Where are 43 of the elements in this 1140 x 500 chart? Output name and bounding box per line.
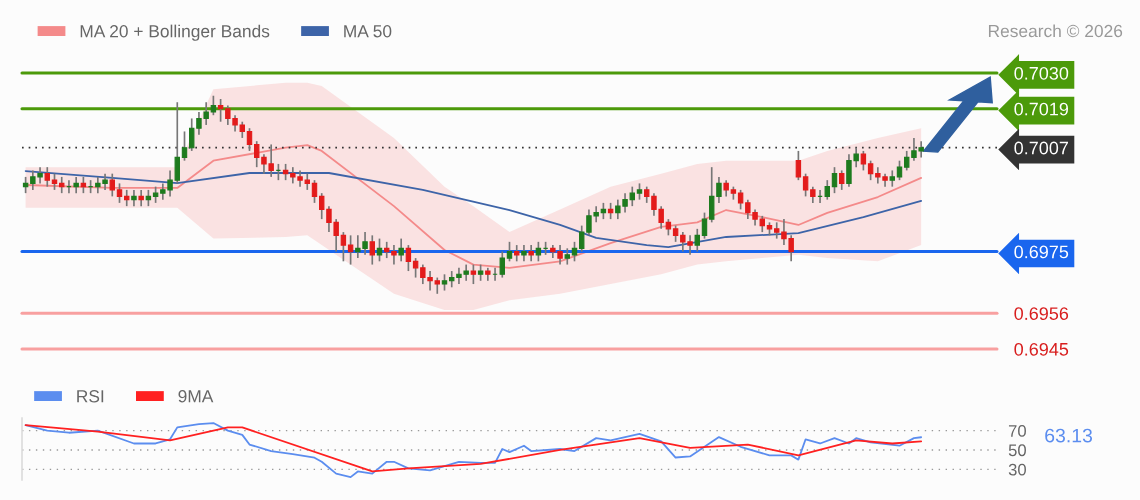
y-tick-label: 0.7007: [1014, 141, 1068, 155]
candlestick: [398, 237, 404, 263]
text: 63.13: [1045, 428, 1093, 443]
y-tick-label: 0.7019: [1014, 102, 1069, 116]
candlestick: [795, 150, 802, 181]
y-tick-label: 0.6975: [1014, 245, 1069, 259]
candlestick: [701, 211, 708, 240]
legend-label: MA 50: [344, 25, 392, 38]
candlestick: [369, 234, 375, 266]
candlestick: [210, 94, 217, 117]
candlestick: [860, 150, 867, 172]
candlestick: [831, 166, 838, 194]
line-series: [24, 170, 923, 248]
candlestick: [896, 159, 903, 181]
candlestick: [506, 241, 513, 263]
candlestick: [737, 189, 744, 211]
candlestick: [867, 159, 874, 181]
y-tick-label: 30: [1008, 463, 1026, 476]
candlestick: [116, 182, 123, 204]
y-tick-label: 0.6945: [1014, 342, 1069, 356]
candlestick: [217, 98, 224, 123]
candlestick: [311, 179, 318, 204]
candlestick: [44, 166, 50, 188]
text: Research © 2026: [988, 24, 1123, 38]
legend-label: 9MA: [178, 390, 214, 403]
y-tick-label: 0.6956: [1014, 307, 1069, 320]
candlestick: [347, 234, 354, 266]
candlestick: [405, 244, 412, 272]
candlestick: [470, 263, 477, 285]
y-tick-label: 70: [1008, 424, 1026, 437]
candlestick: [694, 228, 700, 253]
y-tick-label: 0.7030: [1014, 66, 1069, 80]
candlestick: [839, 169, 845, 191]
legend-label: MA 20 + Bollinger Bands: [80, 24, 270, 41]
candlestick: [109, 172, 115, 198]
candlestick: [246, 127, 253, 152]
candlestick: [802, 172, 809, 198]
y-tick-label: 50: [1008, 444, 1026, 457]
candlestick: [499, 250, 505, 279]
candlestick: [340, 231, 347, 263]
candlestick: [181, 130, 188, 162]
legend-label: RSI: [77, 390, 104, 403]
candlestick: [824, 179, 830, 201]
